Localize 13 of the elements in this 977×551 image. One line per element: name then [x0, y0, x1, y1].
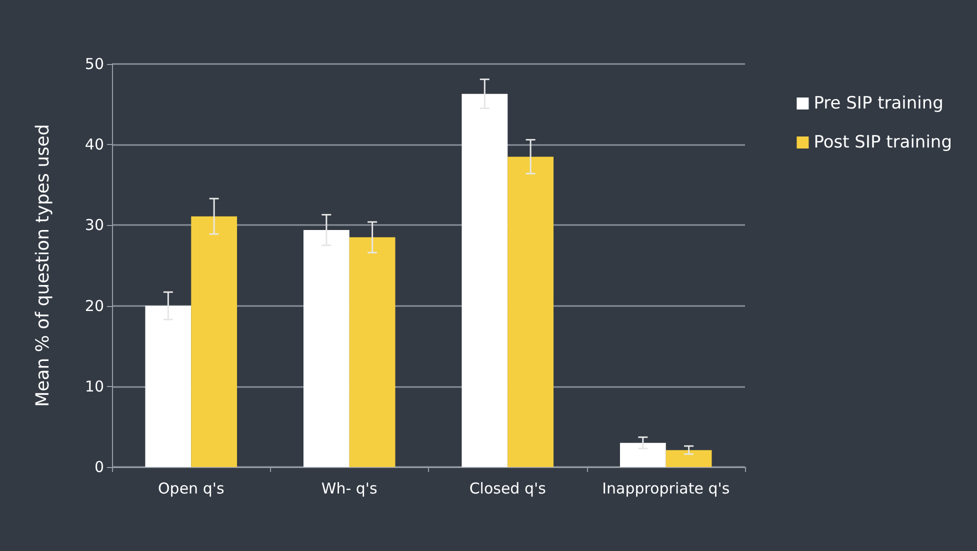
y-axis-title: Mean % of question types used	[32, 124, 54, 407]
legend-label: Post SIP training	[814, 132, 952, 152]
y-tick-label: 20	[84, 296, 104, 315]
y-tick-label: 0	[94, 458, 104, 476]
y-tick-label: 50	[84, 55, 104, 73]
y-tick-label: 10	[84, 377, 104, 396]
x-tick-label: Inappropriate q's	[602, 480, 730, 498]
x-tick-label: Closed q's	[469, 480, 546, 498]
legend-label: Pre SIP training	[814, 94, 944, 114]
y-tick-label: 40	[84, 136, 104, 154]
x-tick-label: Wh- q's	[321, 480, 378, 498]
y-tick-label: 30	[84, 216, 104, 234]
x-tick-label: Open q's	[158, 480, 224, 498]
